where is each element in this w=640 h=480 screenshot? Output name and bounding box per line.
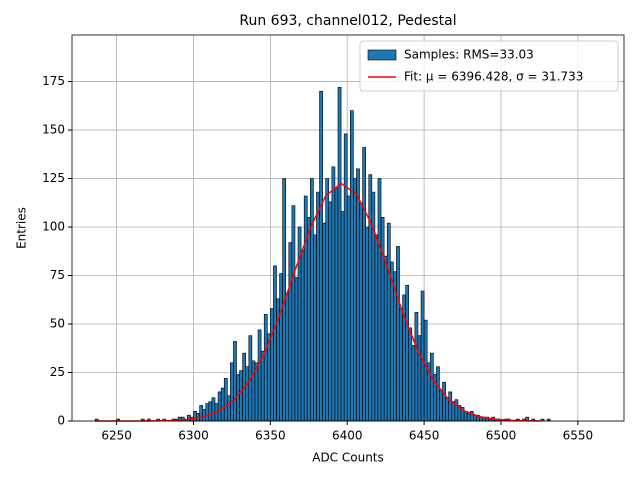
bar	[448, 391, 453, 422]
bar	[245, 366, 250, 422]
bar	[285, 292, 290, 422]
bar	[316, 191, 320, 422]
bar	[346, 195, 351, 422]
y-tick-label: 100	[42, 220, 65, 234]
bar	[193, 411, 197, 422]
bar	[429, 352, 434, 422]
bar	[445, 397, 450, 422]
bar	[260, 350, 265, 422]
bar	[199, 405, 203, 422]
bar	[420, 290, 425, 422]
y-tick-label: 125	[42, 171, 65, 185]
fit-line	[95, 182, 541, 422]
bar	[411, 345, 416, 422]
legend-swatch	[367, 49, 397, 61]
bar	[380, 217, 385, 422]
bar	[313, 234, 317, 422]
y-tick-label: 50	[50, 317, 65, 331]
x-tick-label: 6350	[255, 429, 286, 443]
bar	[359, 203, 363, 422]
bar	[423, 319, 428, 422]
legend-label: Samples: RMS=33.03	[404, 48, 534, 62]
bar	[356, 168, 360, 422]
bar	[439, 389, 443, 422]
bar	[263, 314, 268, 422]
bar	[325, 178, 330, 422]
bar	[303, 195, 308, 422]
bar	[322, 222, 327, 422]
x-tick-label: 6450	[409, 429, 440, 443]
bar	[208, 401, 213, 422]
bar	[396, 246, 400, 422]
legend-box	[359, 40, 619, 92]
y-tick-label: 75	[50, 268, 65, 282]
bar	[414, 312, 419, 422]
bar	[399, 308, 403, 422]
bar	[454, 399, 459, 422]
bar	[239, 370, 243, 422]
plot-frame	[71, 34, 625, 422]
x-tick-label: 6500	[486, 429, 517, 443]
bar	[417, 335, 422, 422]
bar	[377, 178, 382, 422]
bar	[223, 378, 228, 422]
chart-title: Run 693, channel012, Pedestal	[239, 13, 456, 29]
bar	[254, 362, 259, 422]
x-tick-label: 6400	[332, 429, 363, 443]
bar	[466, 412, 471, 422]
bar	[279, 273, 283, 422]
x-tick-label: 6300	[178, 429, 209, 443]
bar	[220, 387, 225, 422]
bar	[442, 381, 446, 422]
bar	[365, 226, 370, 422]
bar	[463, 411, 468, 422]
bar	[251, 360, 256, 422]
bar	[386, 222, 391, 422]
bar	[340, 211, 345, 422]
bar	[408, 327, 413, 422]
bar	[383, 255, 388, 422]
x-tick-label: 6550	[563, 429, 594, 443]
bar	[288, 242, 293, 422]
bar	[405, 284, 410, 422]
bar	[226, 395, 231, 422]
y-tick-label: 175	[42, 74, 65, 88]
bar	[328, 201, 333, 422]
bar	[187, 414, 191, 422]
bar	[350, 110, 354, 422]
y-axis-label: Entries	[15, 207, 29, 249]
bar	[236, 374, 240, 422]
bar	[211, 397, 216, 422]
bar	[319, 90, 323, 422]
bar	[270, 308, 274, 422]
bar	[436, 366, 440, 422]
x-axis-label: ADC Counts	[312, 451, 384, 465]
bar	[257, 329, 262, 422]
bar	[334, 187, 339, 422]
bar	[233, 341, 237, 422]
bar	[374, 234, 379, 422]
y-tick-label: 0	[57, 414, 65, 428]
bar	[337, 87, 342, 422]
bar	[310, 178, 314, 422]
x-tick-label: 6250	[101, 429, 132, 443]
bar	[230, 362, 234, 422]
bar	[368, 174, 373, 422]
bar	[273, 265, 277, 422]
legend-label: Fit: μ = 6396.428, σ = 31.733	[404, 70, 583, 84]
bar	[362, 147, 366, 422]
bar	[205, 403, 210, 422]
bar	[294, 277, 299, 422]
bar	[217, 391, 222, 422]
bar	[291, 205, 296, 422]
bar	[343, 133, 348, 422]
bar	[306, 217, 311, 422]
bar	[331, 166, 336, 422]
bar	[353, 178, 357, 422]
y-tick-label: 150	[42, 123, 65, 137]
bar	[300, 250, 305, 422]
bar	[202, 409, 207, 422]
y-tick-label: 25	[50, 365, 65, 379]
